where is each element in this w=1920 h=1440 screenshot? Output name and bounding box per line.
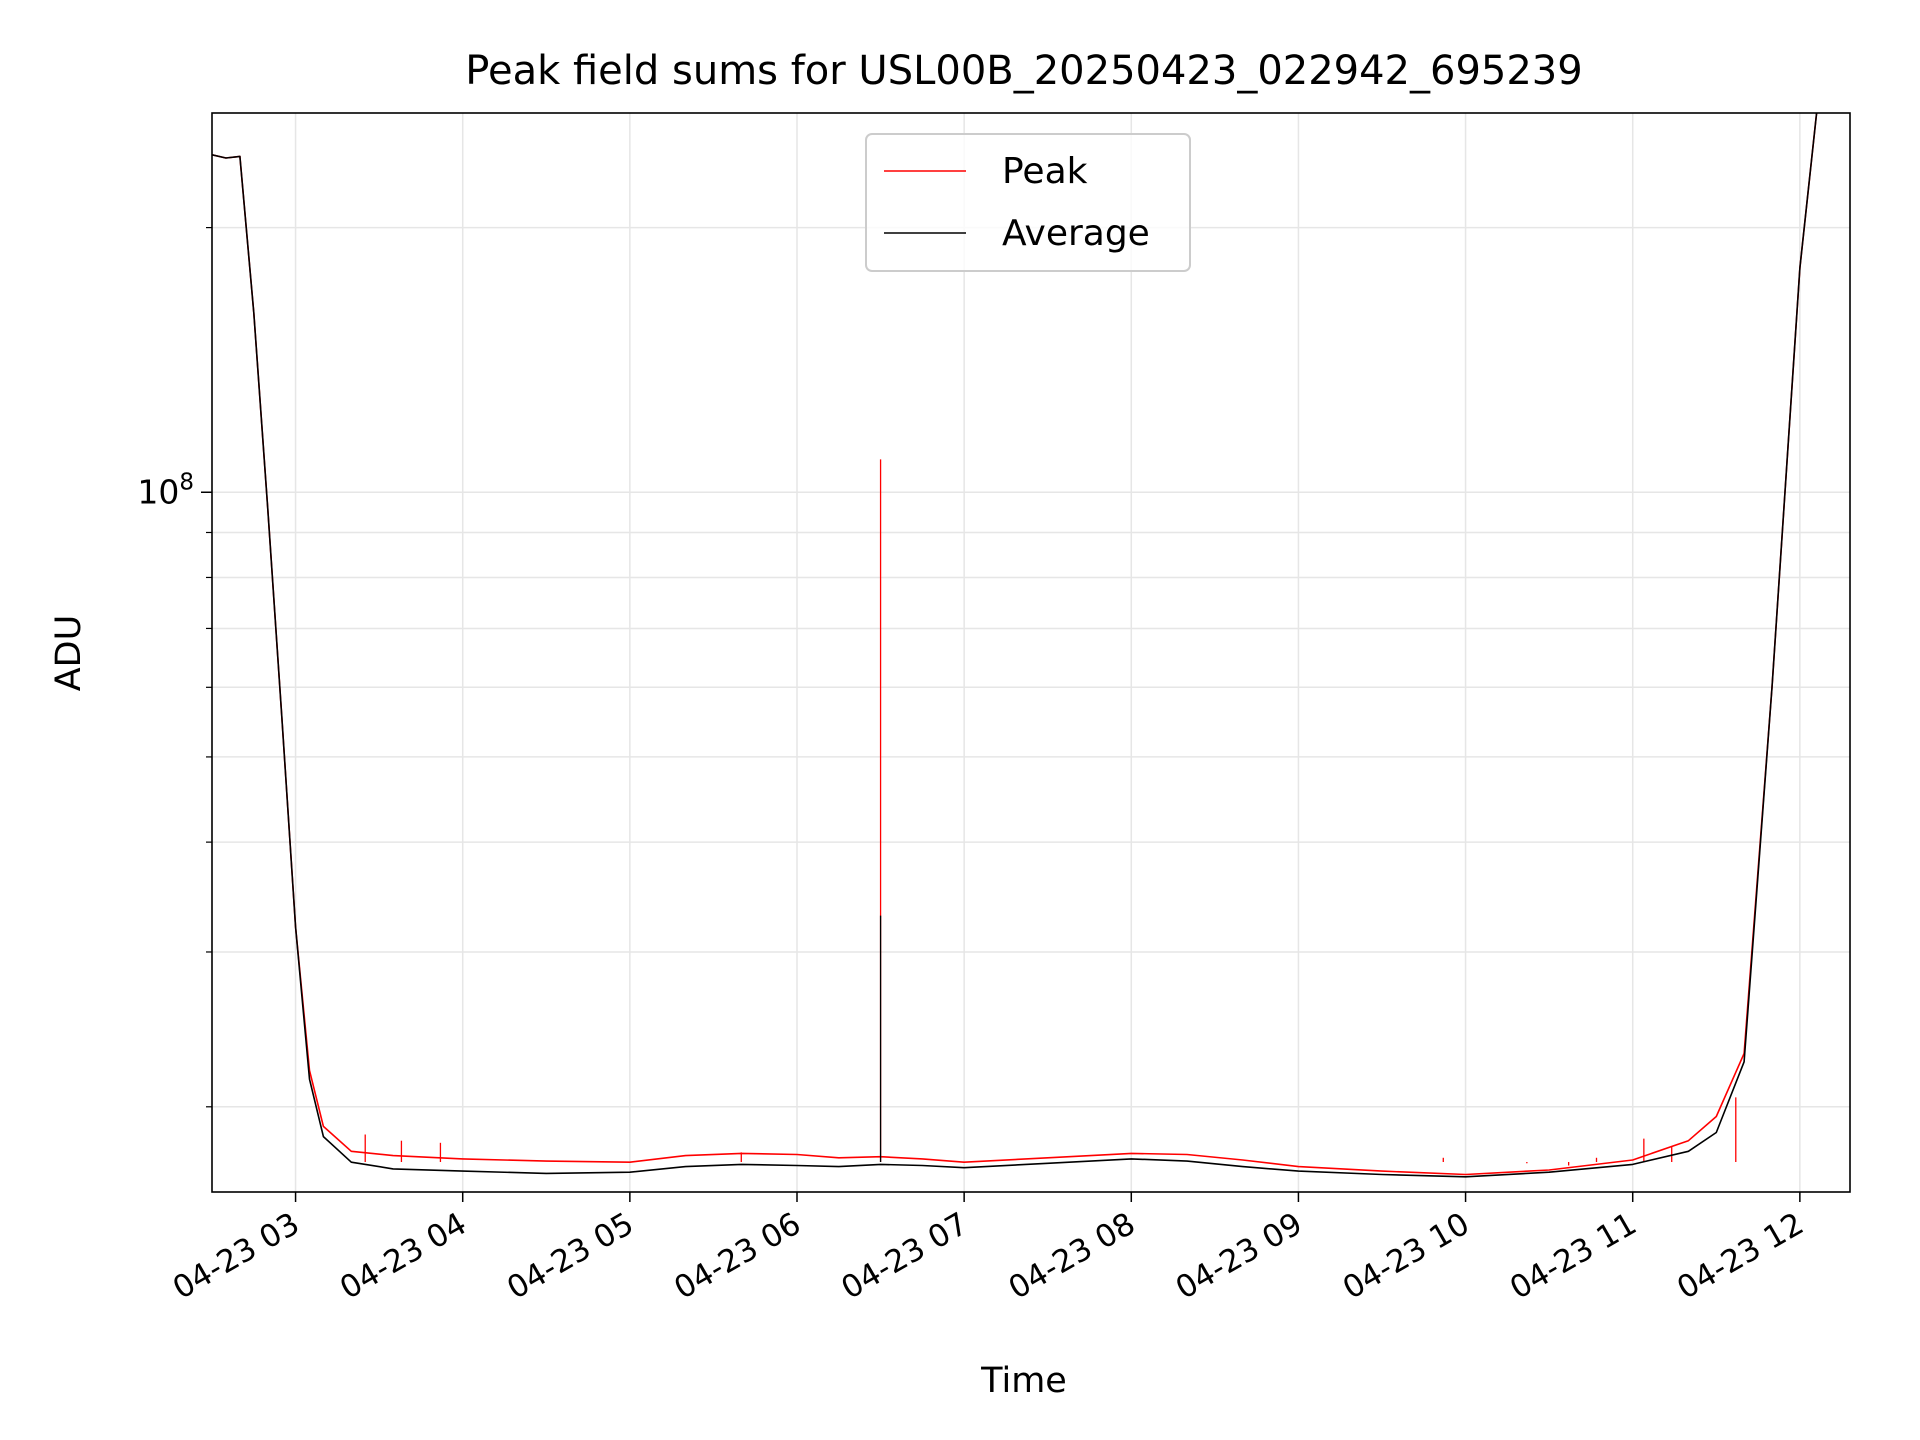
- series-average: [212, 113, 1818, 1178]
- series-layer: [212, 113, 1818, 1178]
- legend: Peak Average: [865, 133, 1191, 272]
- legend-box: [865, 133, 1191, 272]
- legend-peak-label: Peak: [1002, 151, 1088, 192]
- x-axis-label: Time: [980, 1361, 1067, 1401]
- chart-title: Peak field sums for USL00B_20250423_0229…: [465, 48, 1582, 94]
- y-axis-label: ADU: [49, 615, 89, 692]
- grid-layer: [212, 113, 1850, 1192]
- plot-frame: [211, 112, 1851, 1193]
- series-average-line: [212, 113, 1818, 1178]
- legend-average-label: Average: [1002, 213, 1150, 254]
- y-tick-label: 108: [137, 469, 194, 511]
